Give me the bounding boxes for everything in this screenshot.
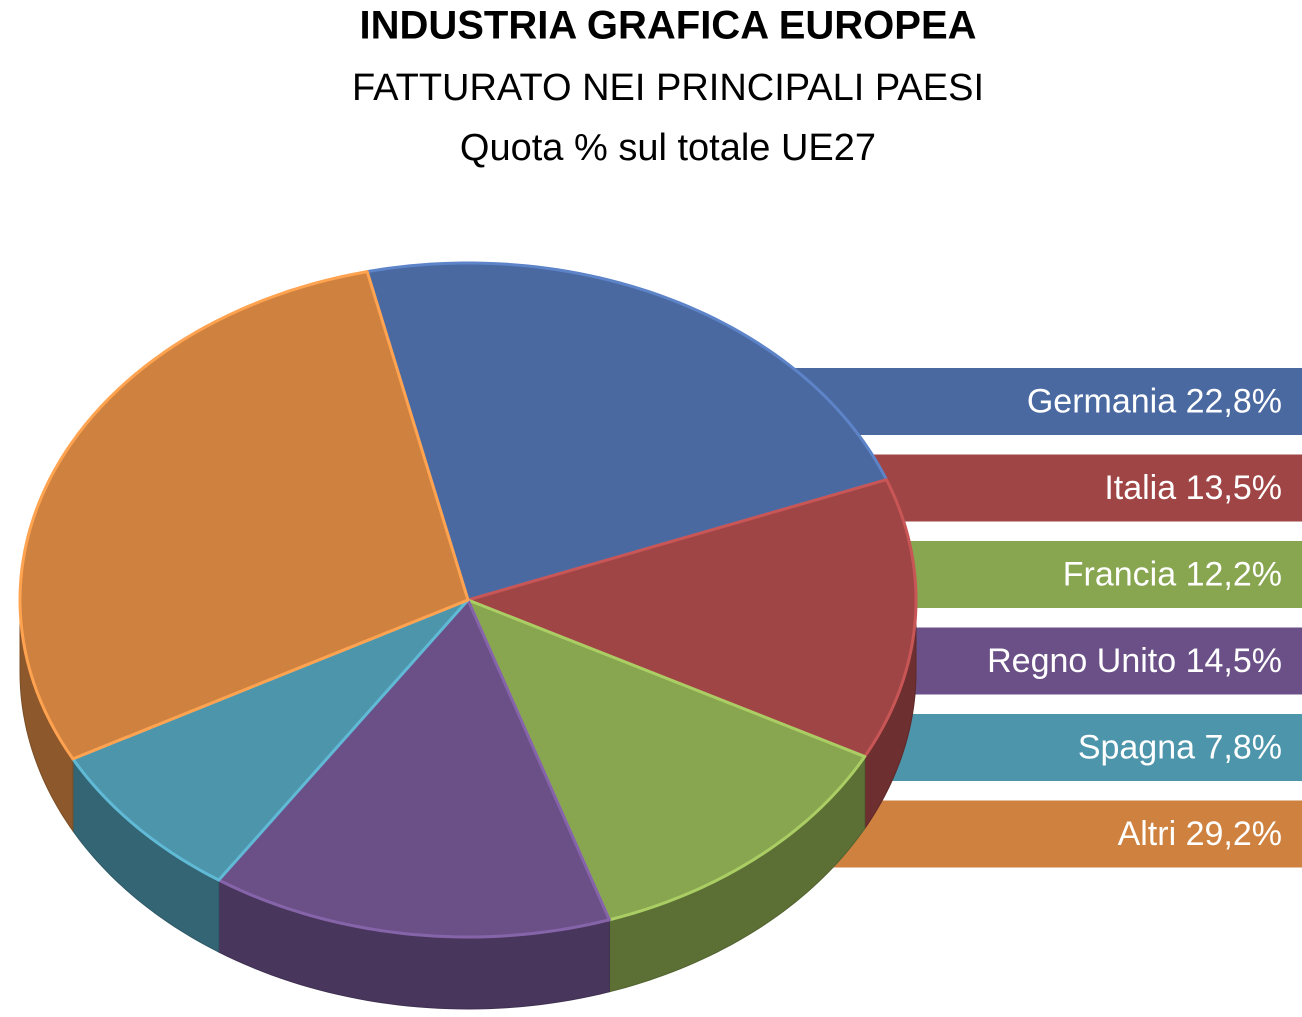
value-label: 7,8% — [1205, 728, 1283, 766]
legend-label: Italia 13,5% — [1104, 469, 1282, 507]
legend-name: Francia — [1063, 555, 1176, 593]
pie-slice — [466, 598, 867, 922]
legend-name: Altri — [1118, 815, 1177, 853]
chart-title: INDUSTRIA GRAFICA EUROPEA — [359, 4, 976, 48]
legend-name: Italia — [1104, 469, 1176, 507]
legend-name: Spagna — [1078, 728, 1195, 766]
legend-label: Spagna 7,8% — [1078, 728, 1282, 766]
chart-subtitle: Quota % sul totale UE27 — [460, 127, 876, 169]
legend-name: Regno Unito — [987, 642, 1176, 680]
legend-label: Altri 29,2% — [1118, 815, 1282, 853]
legend-name: Germania — [1027, 382, 1176, 420]
legend-label: Germania 22,8% — [1027, 382, 1282, 420]
chart-subtitle: FATTURATO NEI PRINCIPALI PAESI — [352, 67, 984, 109]
value-label: 29,2% — [1186, 815, 1282, 853]
legend-swatch — [780, 368, 1302, 435]
value-label: 13,5% — [1186, 469, 1282, 507]
pie-slice — [466, 478, 918, 759]
value-label: 14,5% — [1186, 642, 1282, 680]
value-label: 12,2% — [1186, 555, 1282, 593]
pie-slice — [217, 598, 611, 939]
pie-slice — [71, 598, 470, 882]
value-label: 22,8% — [1186, 382, 1282, 420]
legend-label: Regno Unito 14,5% — [987, 642, 1282, 680]
pie-slice — [18, 270, 470, 761]
legend-label: Francia 12,2% — [1063, 555, 1282, 593]
